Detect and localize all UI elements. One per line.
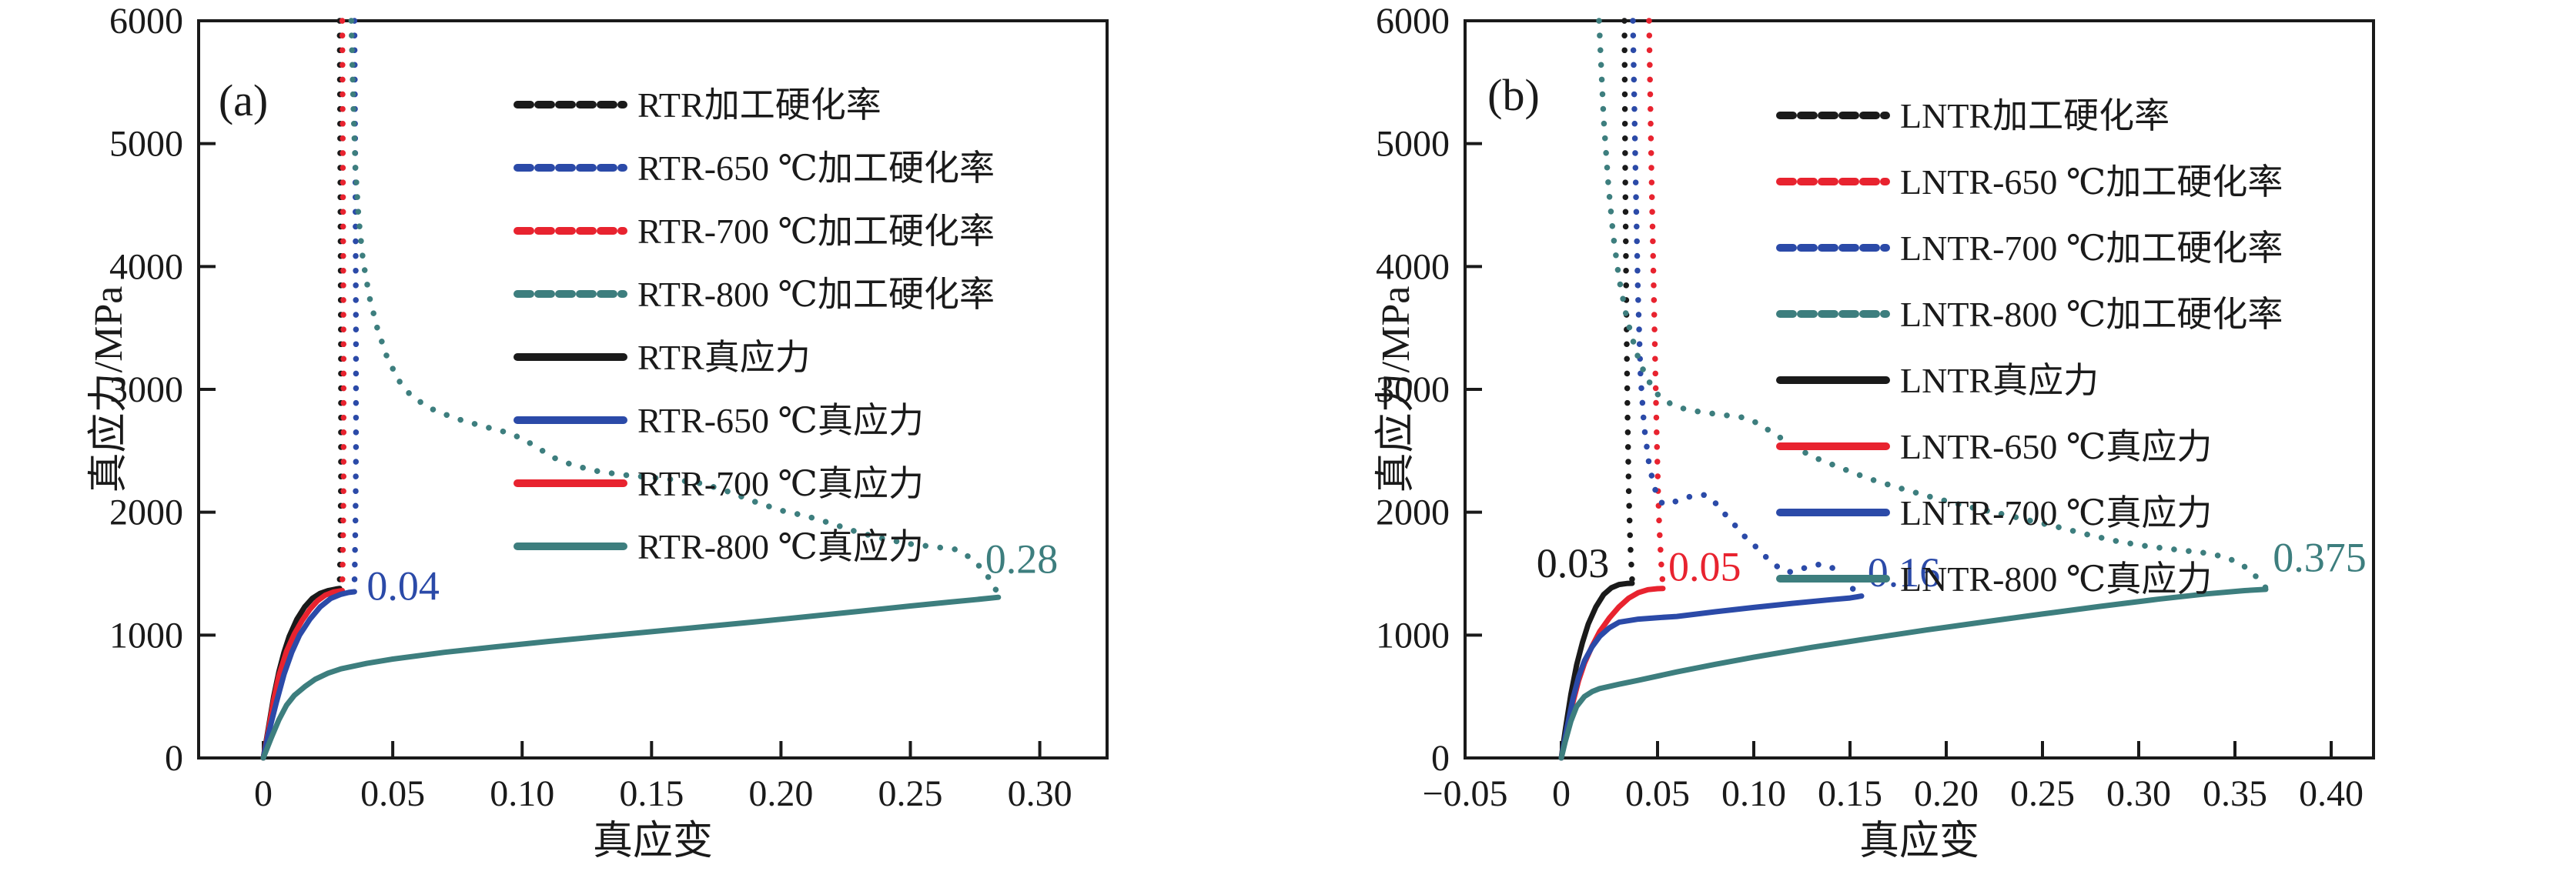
x-tick-label: 0.25 — [878, 773, 943, 814]
x-tick-label: 0.10 — [490, 773, 554, 814]
y-tick-label: 1000 — [109, 615, 183, 656]
x-axis-title: 真应变 — [1859, 820, 1979, 863]
legend-label: RTR-650 ℃真应力 — [637, 401, 924, 440]
legend-label: RTR-700 ℃加工硬化率 — [637, 212, 995, 251]
legend-label: LNTR真应力 — [1900, 361, 2099, 400]
RTR-650C-hardening-rate-curve — [351, 18, 360, 590]
y-tick-label: 6000 — [1376, 1, 1450, 42]
panel-a: 0 0.05 0.10 0.15 0.20 0.25 0.30 0 1000 2000 3000 40… — [87, 1, 1109, 863]
legend-label: LNTR-650 ℃加工硬化率 — [1900, 162, 2283, 202]
legend-label: RTR-800 ℃加工硬化率 — [637, 275, 995, 314]
legend: LNTR加工硬化率 LNTR-650 ℃加工硬化率 LNTR-700 ℃加工硬化率 L… — [1776, 96, 2283, 599]
y-tick-label: 6000 — [109, 1, 183, 42]
RTR-700C-true-stress-curve — [260, 588, 346, 761]
x-tick-label: 0.10 — [1721, 773, 1786, 814]
x-tick-label: 0.30 — [1008, 773, 1072, 814]
legend-label: RTR-700 ℃真应力 — [637, 464, 924, 503]
y-tick-label: 5000 — [1376, 124, 1450, 165]
LNTR-700C-hardening-rate-curve — [1630, 18, 1865, 599]
x-tick-label: 0.25 — [2010, 773, 2075, 814]
y-tick-label: 1000 — [1376, 615, 1450, 656]
fracture-strain-annotation: 0.28 — [985, 536, 1059, 582]
x-tick-label: 0.40 — [2299, 773, 2364, 814]
y-axis-title: 真应力/MPa — [87, 286, 131, 493]
x-tick-label: 0 — [1552, 773, 1571, 814]
y-tick-label: 3000 — [109, 369, 183, 410]
legend-label: RTR-800 ℃真应力 — [637, 527, 924, 566]
legend-label: LNTR-800 ℃真应力 — [1900, 559, 2212, 599]
LNTR-800C-true-stress-curve — [1558, 586, 2269, 761]
plot-frame — [197, 19, 1109, 759]
legend-label: RTR真应力 — [637, 338, 811, 377]
fracture-strain-annotation: 0.375 — [2273, 535, 2367, 581]
RTR-800C-hardening-rate-curve — [348, 18, 1002, 598]
y-tick-label: 3000 — [1376, 369, 1450, 410]
x-tick-label: 0.30 — [2106, 773, 2171, 814]
y-tick-label: 4000 — [109, 246, 183, 287]
y-axis-title: 真应力/MPa — [1374, 286, 1418, 493]
x-tick-label: −0.05 — [1422, 773, 1507, 814]
x-tick-label: 0.05 — [1625, 773, 1690, 814]
legend-label: LNTR-700 ℃真应力 — [1900, 493, 2212, 532]
y-tick-label: 4000 — [1376, 246, 1450, 287]
LNTR-hardening-rate-curve — [1621, 18, 1635, 583]
panel-b: −0.05 0 0.05 0.10 0.15 0.20 0.25 0.30 0.35 0.4001… — [1374, 1, 2375, 863]
LNTR-true-stress-curve — [1558, 580, 1635, 761]
x-tick-label: 0.05 — [360, 773, 425, 814]
y-tick-label: 0 — [165, 738, 183, 779]
fracture-strain-annotation: 0.05 — [1668, 544, 1741, 590]
x-tick-label: 0.20 — [1914, 773, 1979, 814]
RTR-700C-hardening-rate-curve — [339, 18, 347, 589]
fracture-strain-annotation: 0.16 — [1868, 549, 1941, 596]
legend-label: LNTR-800 ℃加工硬化率 — [1900, 295, 2283, 334]
legend-label: LNTR-700 ℃加工硬化率 — [1900, 229, 2283, 268]
legend-label: LNTR加工硬化率 — [1900, 96, 2170, 135]
fracture-strain-annotation: 0.03 — [1537, 540, 1610, 586]
x-tick-label: 0.20 — [748, 773, 813, 814]
fracture-strain-annotation: 0.04 — [366, 563, 440, 609]
x-tick-label: 0.15 — [619, 773, 684, 814]
legend-label: RTR-650 ℃加工硬化率 — [637, 149, 995, 188]
y-tick-label: 2000 — [1376, 492, 1450, 533]
legend: RTR加工硬化率 RTR-650 ℃加工硬化率 RTR-700 ℃加工硬化率 RTR-… — [514, 85, 995, 566]
x-tick-label: 0 — [254, 773, 273, 814]
x-axis-title: 真应变 — [593, 820, 713, 863]
x-tick-label: 0.15 — [1818, 773, 1882, 814]
legend-label: LNTR-650 ℃真应力 — [1900, 427, 2212, 466]
LNTR-700C-true-stress-curve — [1558, 593, 1865, 761]
y-tick-label: 2000 — [109, 492, 183, 533]
RTR-650C-true-stress-curve — [260, 589, 357, 761]
RTR-hardening-rate-curve — [336, 18, 344, 587]
panel-label: (a) — [219, 75, 268, 125]
x-tick-label: 0.35 — [2203, 773, 2267, 814]
panel-label: (b) — [1487, 70, 1540, 120]
y-tick-label: 0 — [1431, 738, 1450, 779]
y-tick-label: 5000 — [109, 124, 183, 165]
RTR-800C-true-stress-curve — [260, 594, 1002, 761]
legend-label: RTR加工硬化率 — [637, 85, 882, 125]
